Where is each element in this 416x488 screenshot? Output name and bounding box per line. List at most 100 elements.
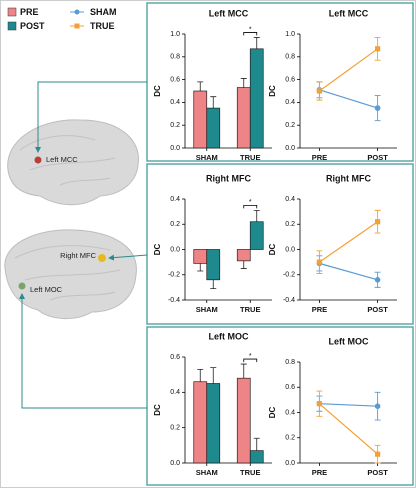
y-tick-label: 0.4: [285, 99, 295, 106]
y-axis-label: DC: [153, 85, 162, 97]
roi-dot: [98, 254, 106, 262]
y-tick-label: 0.2: [285, 221, 295, 228]
error-bar: [240, 260, 247, 269]
x-tick-label: SHAM: [196, 305, 218, 314]
y-tick-label: 0.0: [285, 460, 295, 467]
y-tick-label: 0.0: [170, 246, 180, 253]
charts: Left MCC DC 0.0 0.2 0.4 0.6 0.8 1.0 SHAM TRUE * Lef…: [153, 8, 397, 477]
point: [375, 451, 381, 457]
y-tick-label: 0.2: [285, 122, 295, 129]
x-tick-label: POST: [367, 468, 388, 477]
y-axis-label: DC: [153, 404, 162, 416]
error-bar: [197, 263, 204, 272]
series-line: [319, 262, 378, 281]
error-bar: [210, 367, 217, 384]
y-tick-label: 0.4: [285, 196, 295, 203]
y-tick-label: 0.0: [285, 145, 295, 152]
x-tick-label: TRUE: [240, 468, 260, 477]
panel-box: [146, 326, 414, 486]
legend-label: PRE: [20, 7, 39, 17]
series-line: [319, 403, 378, 407]
y-tick-label: -0.4: [283, 297, 295, 304]
legend-swatch: [74, 23, 80, 29]
x-tick-label: TRUE: [240, 305, 260, 314]
y-tick-label: -0.2: [168, 272, 180, 279]
error-bar: [210, 279, 217, 290]
bar: [206, 107, 221, 149]
error-bar: [197, 81, 204, 91]
connector: [35, 81, 147, 153]
brain-folds: [19, 135, 116, 186]
legend-label: POST: [20, 21, 45, 31]
point: [316, 401, 322, 407]
y-tick-label: 0.2: [285, 435, 295, 442]
y-tick-label: 0.4: [170, 99, 180, 106]
series-line: [319, 48, 378, 92]
x-tick-label: POST: [367, 153, 388, 162]
significance-bracket: [243, 32, 258, 36]
error-bar: [240, 363, 247, 379]
connector: [19, 293, 147, 409]
point: [374, 277, 381, 283]
point: [374, 403, 381, 409]
series-line: [319, 221, 378, 263]
y-tick-label: 0.4: [170, 196, 180, 203]
brain-images: Left MCC Right MFC Left MOC: [4, 119, 139, 319]
legend-swatch: [74, 9, 80, 15]
y-tick-label: 0.4: [170, 389, 180, 396]
y-tick-label: 0.2: [170, 221, 180, 228]
chart-title: Right MFC: [206, 173, 251, 183]
chart-title: Left MOC: [329, 336, 369, 346]
y-axis-label: DC: [268, 85, 277, 97]
bar: [193, 90, 208, 149]
connector: [108, 254, 148, 261]
y-axis-label: DC: [153, 244, 162, 256]
y-tick-label: 0.0: [170, 145, 180, 152]
error-bar: [253, 37, 260, 49]
chart-title: Left MCC: [329, 8, 369, 18]
y-tick-label: 0.2: [170, 425, 180, 432]
bar: [193, 381, 208, 464]
y-tick-label: 0.0: [285, 246, 295, 253]
y-tick-label: 0.6: [285, 384, 295, 391]
bar: [249, 450, 264, 464]
bar: [193, 249, 208, 264]
y-tick-label: 1.0: [170, 31, 180, 38]
y-tick-label: 0.6: [170, 76, 180, 83]
bar: [236, 249, 251, 262]
significance-bracket: [243, 204, 258, 209]
chart-title: Left MCC: [209, 8, 249, 18]
x-tick-label: PRE: [312, 468, 327, 477]
legend-swatch: [7, 7, 17, 17]
error-bar: [240, 78, 247, 88]
bar: [249, 221, 264, 250]
point: [316, 88, 322, 94]
y-tick-label: -0.4: [168, 297, 180, 304]
significance-label: *: [249, 199, 252, 206]
legend: PRE POST SHAM TRUE: [7, 7, 117, 31]
brain-label: Left MCC: [46, 155, 78, 164]
significance-bracket: [243, 358, 258, 363]
brain-label: Left MOC: [30, 285, 63, 294]
x-tick-label: PRE: [312, 153, 327, 162]
point: [375, 219, 381, 225]
brain: [4, 229, 137, 319]
bar: [236, 87, 251, 149]
series-line: [319, 403, 378, 455]
error-bar: [197, 368, 204, 382]
point: [316, 259, 322, 265]
roi-dot: [18, 282, 26, 290]
bar: [249, 48, 264, 149]
connectors: [19, 81, 148, 409]
y-tick-label: 1.0: [285, 31, 295, 38]
y-tick-label: 0.6: [170, 354, 180, 361]
y-tick-label: 0.8: [170, 54, 180, 61]
y-tick-label: 0.8: [285, 54, 295, 61]
legend-label: TRUE: [90, 21, 115, 31]
brain-label: Right MFC: [60, 251, 96, 260]
bar: [206, 383, 221, 464]
error-bar: [210, 96, 217, 109]
legend-label: SHAM: [90, 7, 117, 17]
brain-folds: [14, 245, 121, 301]
